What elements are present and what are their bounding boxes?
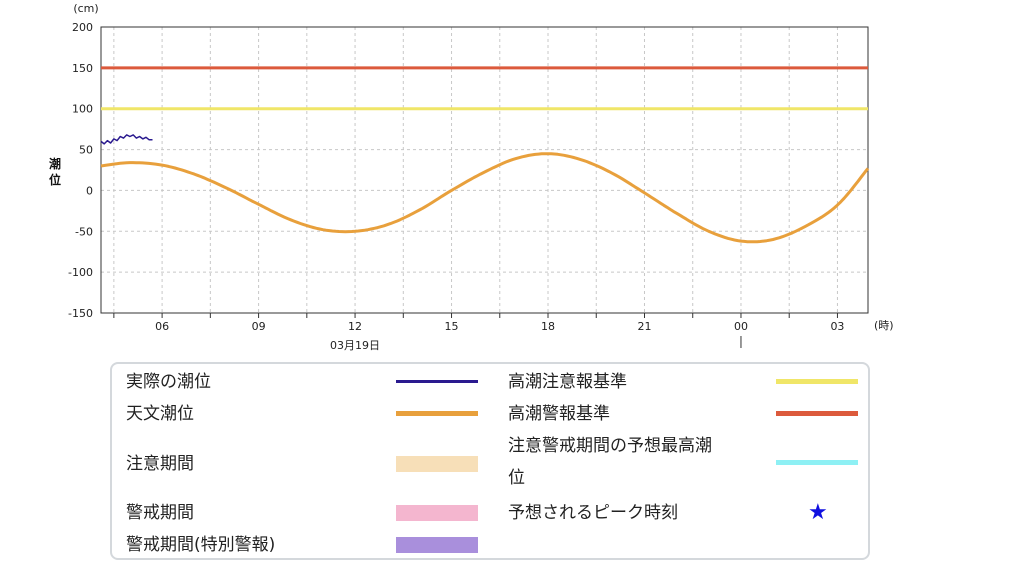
y-tick-label: -50 <box>75 225 93 238</box>
legend-label-surge-advisory-level: 高潮注意報基準 <box>508 372 627 392</box>
chart-labels: 200 150 100 50 0 -50 -100 -150 06 09 12 15 18 21 00 03 (… <box>49 2 894 352</box>
y-tick-label: -100 <box>68 266 93 279</box>
y-tick-label: 100 <box>72 103 93 116</box>
y-tick-label: -150 <box>68 307 93 320</box>
legend-label-expected-max-tide-line2: 位 <box>508 468 525 488</box>
legend-label-special-warning-period: 警戒期間(特別警報) <box>126 535 276 555</box>
x-tick-label: 09 <box>252 320 266 333</box>
x-tick-label: 12 <box>348 320 362 333</box>
chart-grid <box>101 26 868 314</box>
series-actual-tide <box>100 134 153 145</box>
y-tick-label: 50 <box>79 144 93 157</box>
legend-swatch-caution-period <box>396 456 478 472</box>
legend-swatch-astronomical-tide <box>396 411 478 416</box>
date-label: 03月19日 <box>330 339 380 352</box>
star-icon: ★ <box>808 500 828 525</box>
legend-label-surge-warning-level: 高潮警報基準 <box>508 404 610 424</box>
x-tick-label: 21 <box>637 320 651 333</box>
x-tick-label: 03 <box>830 320 844 333</box>
y-axis-title-char: 位 <box>49 172 61 187</box>
legend-swatch-surge-advisory-level <box>776 379 858 384</box>
y-axis-title-char: 潮 <box>49 156 61 171</box>
y-tick-label: 200 <box>72 21 93 34</box>
legend-label-actual-tide: 実際の潮位 <box>126 372 211 392</box>
x-tick-label: 18 <box>541 320 555 333</box>
legend-label-warning-period: 警戒期間 <box>126 503 194 523</box>
legend-label-expected-max-tide-line1: 注意警戒期間の予想最高潮 <box>508 436 712 456</box>
x-tick-label: 00 <box>734 320 748 333</box>
y-tick-label: 150 <box>72 62 93 75</box>
x-unit-label: (時) <box>874 319 894 332</box>
legend-swatch-special-warning-period <box>396 537 478 553</box>
tide-chart: 200 150 100 50 0 -50 -100 -150 06 09 12 15 18 21 00 03 (… <box>49 2 894 352</box>
chart-series <box>100 66 870 244</box>
y-unit-label: (cm) <box>73 2 98 15</box>
legend-swatch-surge-warning-level <box>776 411 858 416</box>
y-tick-label: 0 <box>86 184 93 197</box>
legend-swatch-expected-max-tide <box>776 460 858 465</box>
legend-label-astronomical-tide: 天文潮位 <box>126 404 194 424</box>
plot-frame <box>100 26 869 314</box>
legend-swatch-actual-tide <box>396 380 478 383</box>
chart-legend: 実際の潮位 天文潮位 注意期間 警戒期間 警戒期間(特別警報) 高潮注意報基準 … <box>110 362 870 560</box>
legend-label-caution-period: 注意期間 <box>126 454 194 474</box>
legend-label-expected-peak-time: 予想されるピーク時刻 <box>508 503 678 523</box>
chart-axes <box>100 26 869 348</box>
legend-swatch-warning-period <box>396 505 478 521</box>
x-tick-label: 15 <box>445 320 459 333</box>
series-astronomical-tide <box>100 152 870 244</box>
x-tick-label: 06 <box>155 320 169 333</box>
